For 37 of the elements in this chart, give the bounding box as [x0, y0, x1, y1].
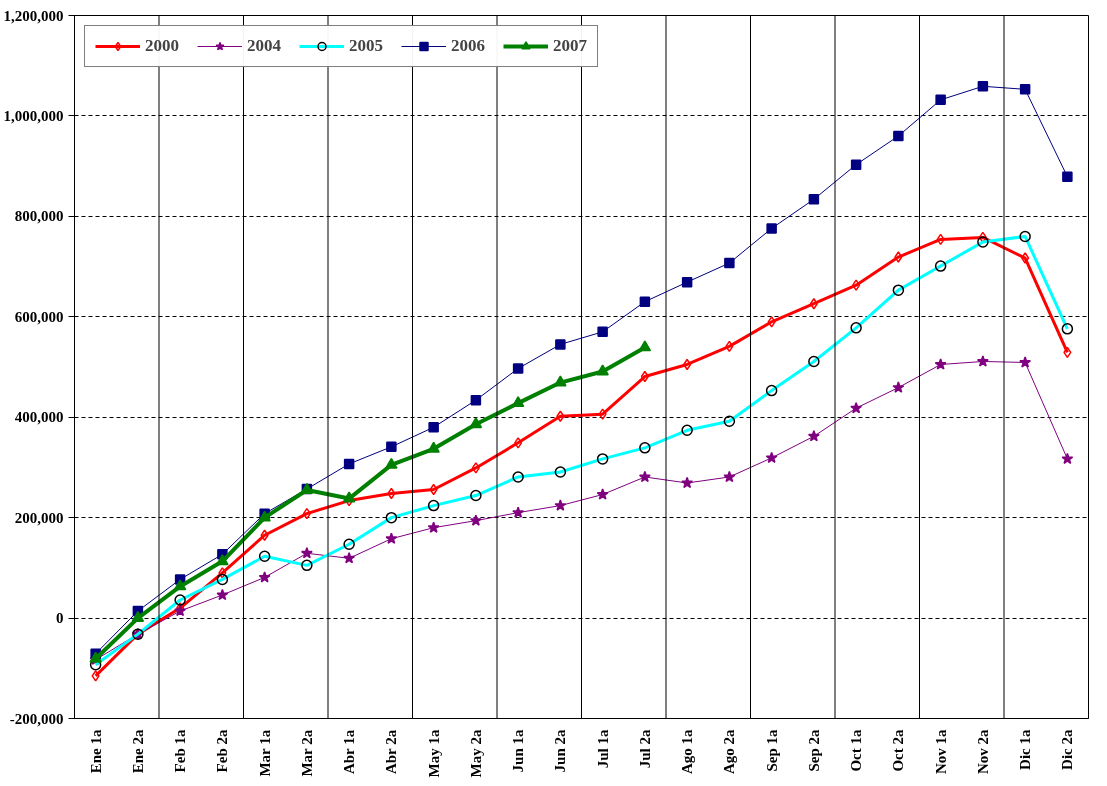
- y-tick-label: 0: [56, 610, 64, 627]
- x-tick-label: Sep 2a: [805, 729, 822, 772]
- x-tick-label: May 2a: [467, 729, 484, 778]
- x-tick-label: Dic 1a: [1017, 729, 1034, 770]
- x-tick-label: Jun 2a: [552, 729, 569, 773]
- y-tick-label: 1,200,000: [3, 7, 64, 24]
- x-tick-label: Mar 2a: [298, 729, 315, 777]
- x-tick-label: Feb 2a: [214, 729, 231, 773]
- y-tick-label: 800,000: [14, 208, 64, 225]
- legend-label: 2005: [349, 36, 383, 56]
- x-tick-label: Ene 2a: [129, 729, 146, 774]
- x-tick-label: Ago 2a: [721, 729, 738, 775]
- y-tick-label: 400,000: [14, 409, 64, 426]
- legend-label: 2004: [247, 36, 281, 56]
- y-tick-label: 200,000: [14, 509, 64, 526]
- x-tick-label: Mar 1a: [256, 729, 273, 777]
- x-tick-label: Oct 2a: [890, 729, 907, 772]
- y-tick-label: 1,000,000: [3, 107, 64, 124]
- x-tick-label: Feb 1a: [172, 729, 189, 773]
- x-tick-label: Oct 1a: [848, 729, 865, 772]
- x-tick-label: Ago 1a: [679, 729, 696, 775]
- x-tick-label: Abr 1a: [341, 729, 358, 775]
- legend-label: 2007: [553, 36, 587, 56]
- x-tick-label: Jul 1a: [594, 729, 611, 769]
- legend-label: 2000: [145, 36, 179, 56]
- x-tick-label: Jul 2a: [636, 729, 653, 769]
- x-tick-label: Ene 1a: [87, 729, 104, 774]
- x-tick-label: Nov 2a: [974, 729, 991, 775]
- x-tick-label: Sep 1a: [763, 729, 780, 772]
- y-tick-label: 600,000: [14, 308, 64, 325]
- x-tick-label: Nov 1a: [932, 729, 949, 775]
- legend-label: 2006: [451, 36, 485, 56]
- x-tick-label: May 1a: [425, 729, 442, 778]
- x-tick-label: Abr 2a: [383, 729, 400, 775]
- y-tick-label: -200,000: [9, 710, 64, 727]
- x-tick-label: Dic 2a: [1059, 729, 1076, 770]
- x-tick-label: Jun 1a: [510, 729, 527, 773]
